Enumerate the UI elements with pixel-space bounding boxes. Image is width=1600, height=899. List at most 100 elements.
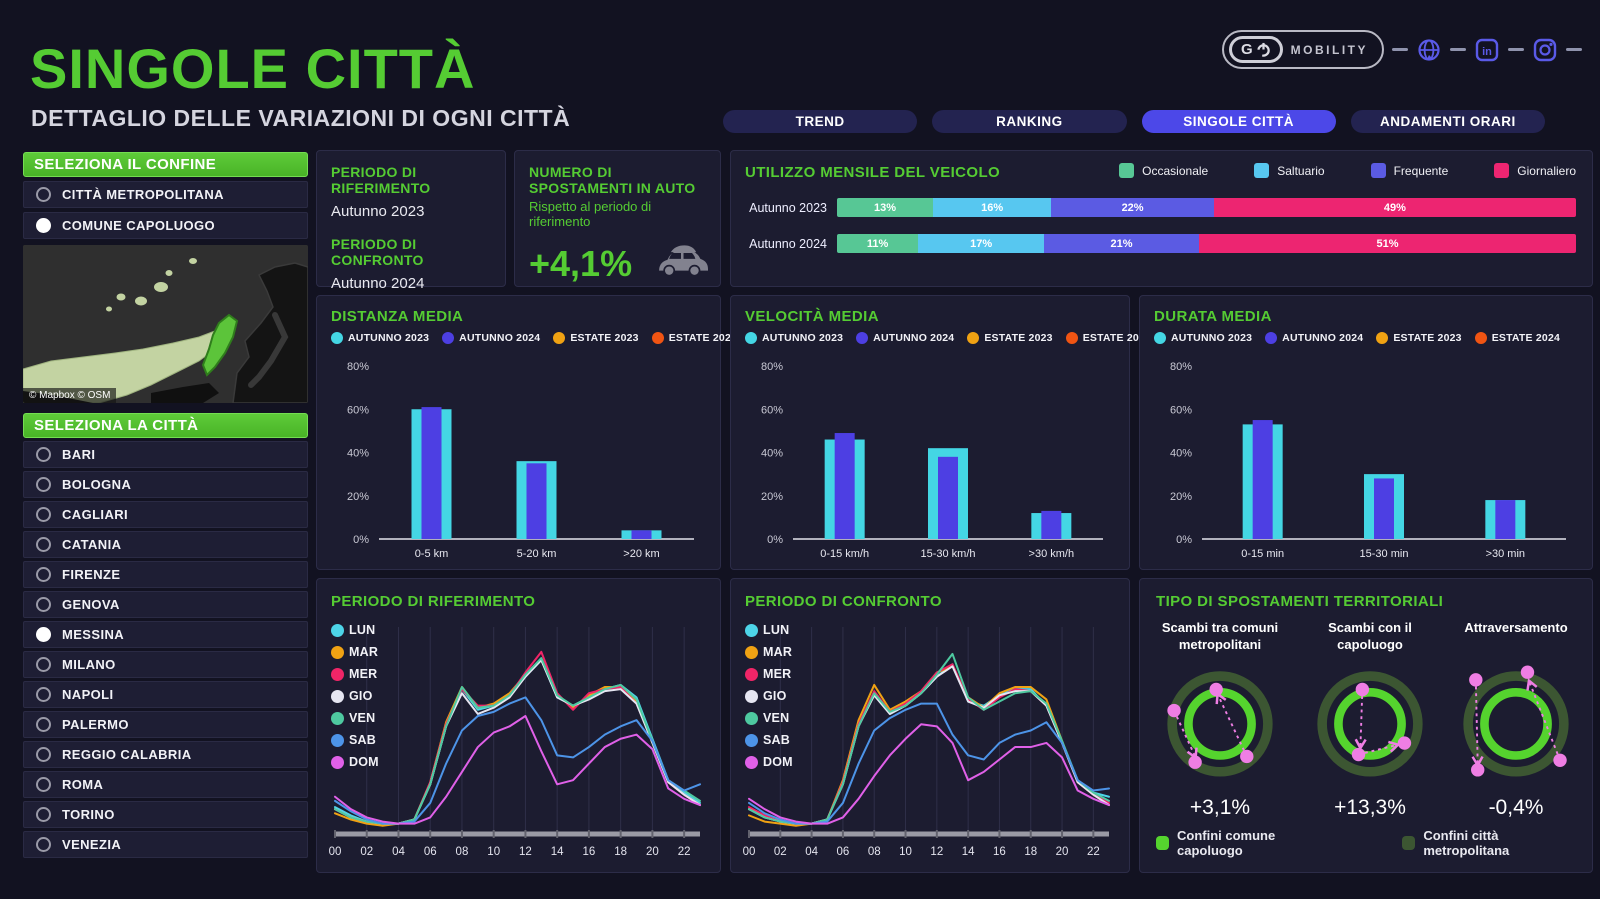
radio-icon bbox=[36, 627, 51, 642]
legend-item-autunno-2024[interactable]: AUTUNNO 2024 bbox=[442, 332, 540, 344]
city-option-reggio-calabria[interactable]: REGGIO CALABRIA bbox=[23, 741, 308, 768]
legend-item-estate-2024[interactable]: ESTATE 2024 bbox=[1474, 332, 1560, 344]
territorial-legend-item: Confini città metropolitana bbox=[1402, 828, 1576, 858]
legend-label: Confini città metropolitana bbox=[1423, 828, 1510, 858]
tab-trend[interactable]: TREND bbox=[723, 110, 918, 133]
city-option-venezia[interactable]: VENEZIA bbox=[23, 831, 308, 858]
legend-swatch bbox=[1254, 163, 1270, 178]
city-option-bologna[interactable]: BOLOGNA bbox=[23, 471, 308, 498]
gauge-diagram-exchanges-with-capital bbox=[1317, 671, 1423, 777]
legend-item-autunno-2024[interactable]: AUTUNNO 2024 bbox=[856, 332, 954, 344]
svg-text:20%: 20% bbox=[761, 491, 783, 503]
legend-item-gio[interactable]: GIO bbox=[331, 689, 379, 703]
radio-icon bbox=[36, 477, 51, 492]
legend-item-mar[interactable]: MAR bbox=[331, 645, 379, 659]
svg-text:80%: 80% bbox=[761, 361, 783, 373]
city-option-cagliari[interactable]: CAGLIARI bbox=[23, 501, 308, 528]
legend-item-estate-2024[interactable]: ESTATE 2024 bbox=[1065, 332, 1151, 344]
boundary-option-comune-capoluogo[interactable]: COMUNE CAPOLUOGO bbox=[23, 212, 308, 239]
tab-singole-città[interactable]: SINGOLE CITTÀ bbox=[1141, 110, 1336, 133]
usage-segment-giornaliero[interactable]: 49% bbox=[1213, 198, 1576, 217]
city-option-napoli[interactable]: NAPOLI bbox=[23, 681, 308, 708]
svg-text:60%: 60% bbox=[761, 404, 783, 416]
city-option-palermo[interactable]: PALERMO bbox=[23, 711, 308, 738]
period-panel: PERIODO DI RIFERIMENTO Autunno 2023 PERI… bbox=[316, 150, 506, 292]
legend-item-ven[interactable]: VEN bbox=[745, 711, 793, 725]
legend-item-mer[interactable]: MER bbox=[331, 667, 379, 681]
legend-dot bbox=[331, 623, 344, 637]
legend-item-lun[interactable]: LUN bbox=[745, 623, 793, 637]
usage-segment-frequente[interactable]: 21% bbox=[1043, 234, 1200, 253]
legend-item-mar[interactable]: MAR bbox=[745, 645, 793, 659]
legend-item-estate-2024[interactable]: ESTATE 2024 bbox=[651, 332, 737, 344]
city-option-torino[interactable]: TORINO bbox=[23, 801, 308, 828]
city-option-roma[interactable]: ROMA bbox=[23, 771, 308, 798]
legend-item-frequente[interactable]: Frequente bbox=[1370, 163, 1448, 178]
city-option-genova[interactable]: GENOVA bbox=[23, 591, 308, 618]
distance-legend: AUTUNNO 2023 AUTUNNO 2024 ESTATE 2023 ESTAT… bbox=[331, 332, 737, 344]
city-option-firenze[interactable]: FIRENZE bbox=[23, 561, 308, 588]
city-option-catania[interactable]: CATANIA bbox=[23, 531, 308, 558]
legend-item-autunno-2023[interactable]: AUTUNNO 2023 bbox=[745, 332, 843, 344]
tab-ranking[interactable]: RANKING bbox=[932, 110, 1127, 133]
svg-text:14: 14 bbox=[551, 846, 564, 858]
legend-item-autunno-2024[interactable]: AUTUNNO 2024 bbox=[1265, 332, 1363, 344]
city-option-messina[interactable]: MESSINA bbox=[23, 621, 308, 648]
legend-item-estate-2023[interactable]: ESTATE 2023 bbox=[1376, 332, 1461, 344]
monthly-vehicle-usage-panel: UTILIZZO MENSILE DEL VEICOLO Occasionale… bbox=[730, 150, 1593, 287]
avg-distance-panel: DISTANZA MEDIA AUTUNNO 2023 AUTUNNO 2024 E… bbox=[316, 295, 737, 570]
map[interactable]: © Mapbox © OSM bbox=[23, 245, 308, 403]
city-option-bari[interactable]: BARI bbox=[23, 441, 308, 468]
legend-item-estate-2023[interactable]: ESTATE 2023 bbox=[553, 332, 638, 344]
usage-title: UTILIZZO MENSILE DEL VEICOLO bbox=[745, 164, 1001, 181]
legend-item-ven[interactable]: VEN bbox=[331, 711, 379, 725]
legend-item-gio[interactable]: GIO bbox=[745, 689, 793, 703]
legend-item-saltuario[interactable]: Saltuario bbox=[1254, 163, 1325, 178]
linkedin-icon[interactable]: in bbox=[1474, 37, 1500, 63]
car-trips-panel: NUMERO DI SPOSTAMENTI IN AUTO Rispetto a… bbox=[514, 150, 721, 287]
reference-chart-legend: LUN MAR MER GIO VEN SAB DOM bbox=[331, 623, 379, 769]
usage-segment-giornaliero[interactable]: 51% bbox=[1199, 234, 1576, 253]
legend-item-sab[interactable]: SAB bbox=[745, 733, 793, 747]
legend-item-sab[interactable]: SAB bbox=[331, 733, 379, 747]
usage-segment-saltuario[interactable]: 17% bbox=[918, 234, 1044, 253]
go-mobility-logo[interactable]: G MOBILITY bbox=[1222, 30, 1384, 69]
boundary-option-città-metropolitana[interactable]: CITTÀ METROPOLITANA bbox=[23, 181, 308, 208]
radio-label: CITTÀ METROPOLITANA bbox=[62, 187, 224, 202]
car-trips-subtitle: Rispetto al periodo di riferimento bbox=[529, 199, 652, 229]
legend-item-lun[interactable]: LUN bbox=[331, 623, 379, 637]
legend-dot bbox=[1065, 332, 1078, 344]
svg-text:16: 16 bbox=[993, 846, 1006, 858]
radio-label: MILANO bbox=[62, 657, 116, 672]
svg-text:20%: 20% bbox=[347, 491, 369, 503]
radio-icon bbox=[36, 837, 51, 852]
legend-item-giornaliero[interactable]: Giornaliero bbox=[1494, 163, 1576, 178]
svg-text:0%: 0% bbox=[767, 534, 783, 546]
legend-item-autunno-2023[interactable]: AUTUNNO 2023 bbox=[331, 332, 429, 344]
legend-item-dom[interactable]: DOM bbox=[745, 755, 793, 769]
duration-title: DURATA MEDIA bbox=[1154, 308, 1272, 325]
comparison-chart-title: PERIODO DI CONFRONTO bbox=[745, 593, 942, 610]
legend-dot bbox=[745, 711, 758, 725]
legend-item-estate-2023[interactable]: ESTATE 2023 bbox=[967, 332, 1052, 344]
website-globe-icon[interactable] bbox=[1416, 37, 1442, 63]
legend-item-occasionale[interactable]: Occasionale bbox=[1119, 163, 1208, 178]
svg-text:14: 14 bbox=[962, 846, 975, 858]
legend-item-mer[interactable]: MER bbox=[745, 667, 793, 681]
city-option-milano[interactable]: MILANO bbox=[23, 651, 308, 678]
legend-label: VEN bbox=[349, 711, 376, 725]
legend-dot bbox=[745, 332, 757, 344]
reference-chart-title: PERIODO DI RIFERIMENTO bbox=[331, 593, 536, 610]
usage-row-label: Autunno 2023 bbox=[749, 200, 827, 215]
usage-segment-frequente[interactable]: 22% bbox=[1051, 198, 1214, 217]
usage-segment-occasionale[interactable]: 13% bbox=[837, 198, 934, 217]
legend-item-autunno-2023[interactable]: AUTUNNO 2023 bbox=[1154, 332, 1252, 344]
usage-row: Autunno 2023 13% 16% 22% 49% bbox=[745, 198, 1576, 217]
tab-andamenti-orari[interactable]: ANDAMENTI ORARI bbox=[1350, 110, 1545, 133]
svg-text:00: 00 bbox=[329, 846, 342, 858]
usage-segment-saltuario[interactable]: 16% bbox=[933, 198, 1052, 217]
legend-item-dom[interactable]: DOM bbox=[331, 755, 379, 769]
gauge-diagram-exchanges-between-municipalities bbox=[1167, 671, 1273, 777]
usage-segment-occasionale[interactable]: 11% bbox=[837, 234, 919, 253]
instagram-icon[interactable] bbox=[1532, 37, 1558, 63]
